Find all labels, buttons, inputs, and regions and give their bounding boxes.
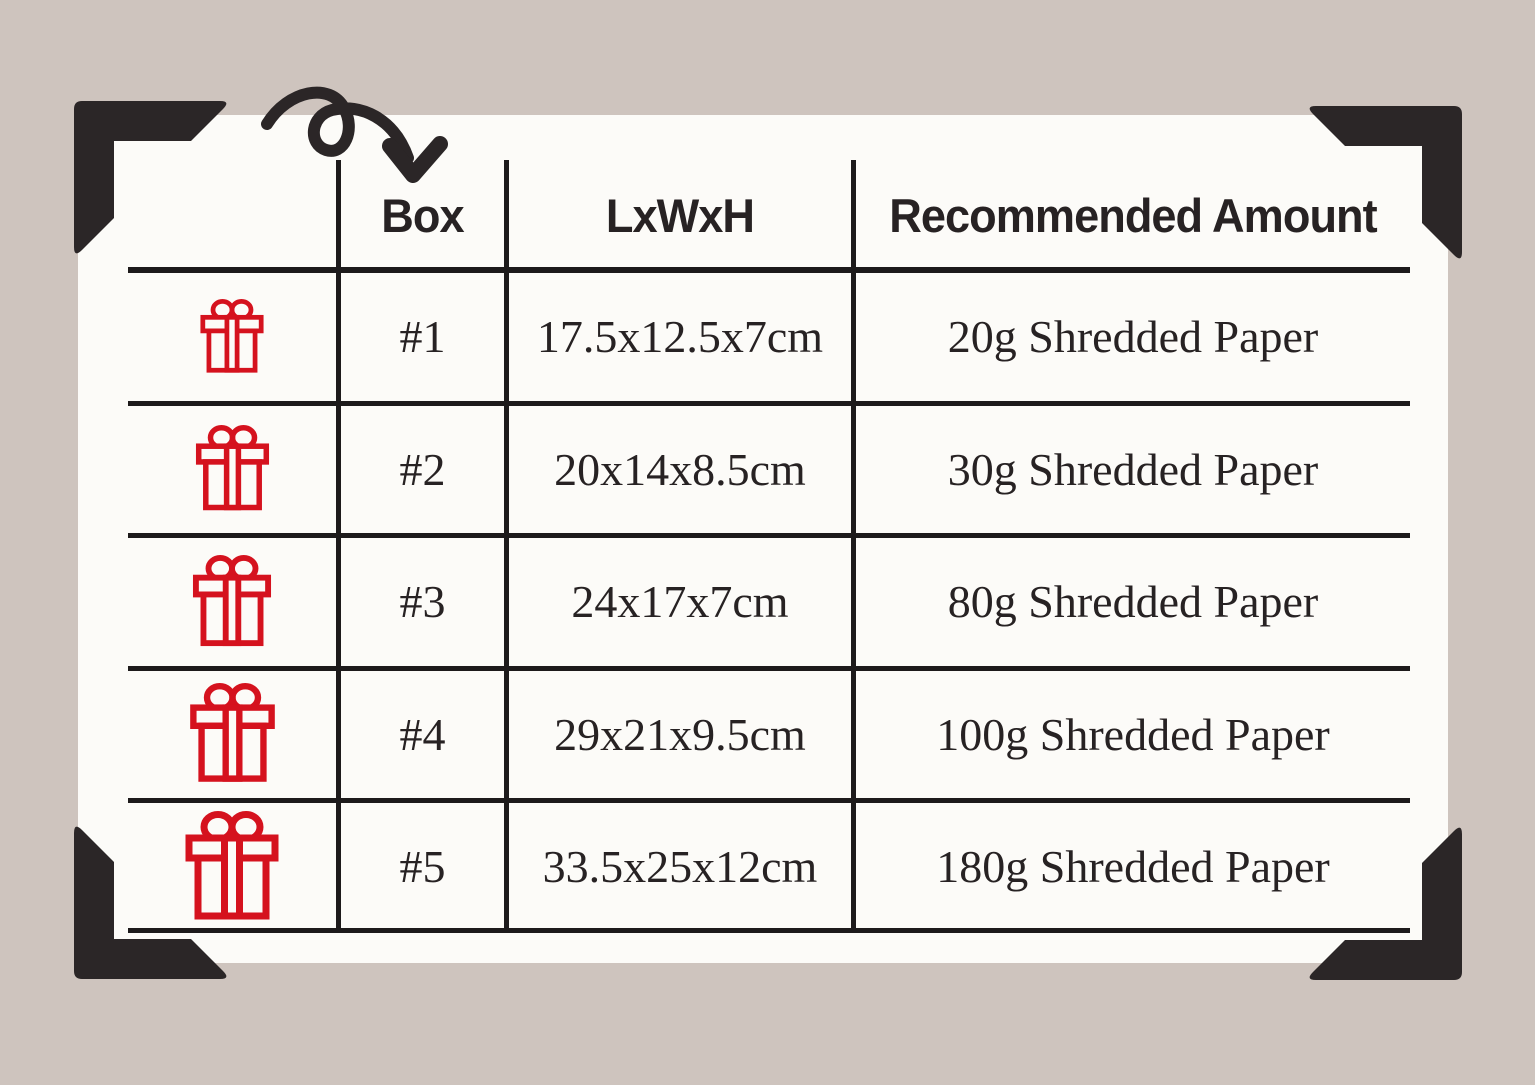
gift-icon-cell	[128, 403, 336, 535]
recommended-amount: 180g Shredded Paper	[936, 841, 1330, 892]
card	[78, 115, 1448, 963]
gift-icon-cell	[128, 800, 336, 933]
gift-icon	[198, 299, 266, 375]
gift-icon	[190, 555, 274, 649]
table-line	[128, 533, 1410, 538]
recommended-amount: 30g Shredded Paper	[947, 443, 1319, 495]
table-line	[336, 160, 341, 933]
column-header-box: Box	[381, 188, 464, 242]
table-line	[128, 401, 1410, 406]
table-line	[128, 928, 1410, 933]
photo-corner-top-right	[1304, 106, 1462, 264]
curly-arrow-icon	[261, 86, 448, 183]
gift-icon	[187, 683, 278, 785]
box-number: #4	[399, 708, 446, 760]
photo-corner-bottom-right	[1304, 822, 1462, 980]
table-line	[128, 267, 1410, 273]
box-dimensions: 17.5x12.5x7cm	[536, 311, 824, 362]
photo-corner-icon	[1309, 106, 1462, 259]
gift-icon-cell	[128, 668, 336, 800]
box-dimensions: 33.5x25x12cm	[542, 841, 818, 892]
box-number: #3	[399, 576, 446, 627]
table-line	[504, 160, 509, 933]
recommended-amount: 20g Shredded Paper	[947, 311, 1319, 362]
box-dimensions: 24x17x7cm	[571, 576, 789, 627]
recommended-amount: 100g Shredded Paper	[936, 708, 1330, 760]
recommended-amount: 80g Shredded Paper	[947, 576, 1319, 627]
table-line	[128, 666, 1410, 671]
column-header-dimensions: LxWxH	[605, 188, 755, 242]
box-dimensions: 20x14x8.5cm	[554, 443, 806, 495]
size-table: Box LxWxH Recommended Amount #1 17.5x12.…	[128, 160, 1410, 933]
gift-icon	[193, 425, 272, 513]
photo-corner-bottom-left	[74, 821, 232, 979]
table-line	[851, 160, 856, 933]
gift-icon-cell	[128, 270, 336, 403]
box-dimensions: 29x21x9.5cm	[554, 708, 806, 760]
photo-corner-icon	[74, 826, 227, 979]
curly-arrow	[248, 68, 473, 193]
box-number: #1	[399, 311, 446, 362]
box-number: #5	[399, 841, 446, 892]
photo-corner-top-left	[74, 101, 232, 259]
gift-icon	[182, 811, 282, 923]
table-line	[128, 798, 1410, 803]
gift-icon-cell	[128, 535, 336, 668]
column-header-amount: Recommended Amount	[889, 188, 1377, 242]
photo-corner-icon	[74, 101, 227, 254]
photo-corner-icon	[1309, 827, 1462, 980]
box-number: #2	[399, 443, 446, 495]
